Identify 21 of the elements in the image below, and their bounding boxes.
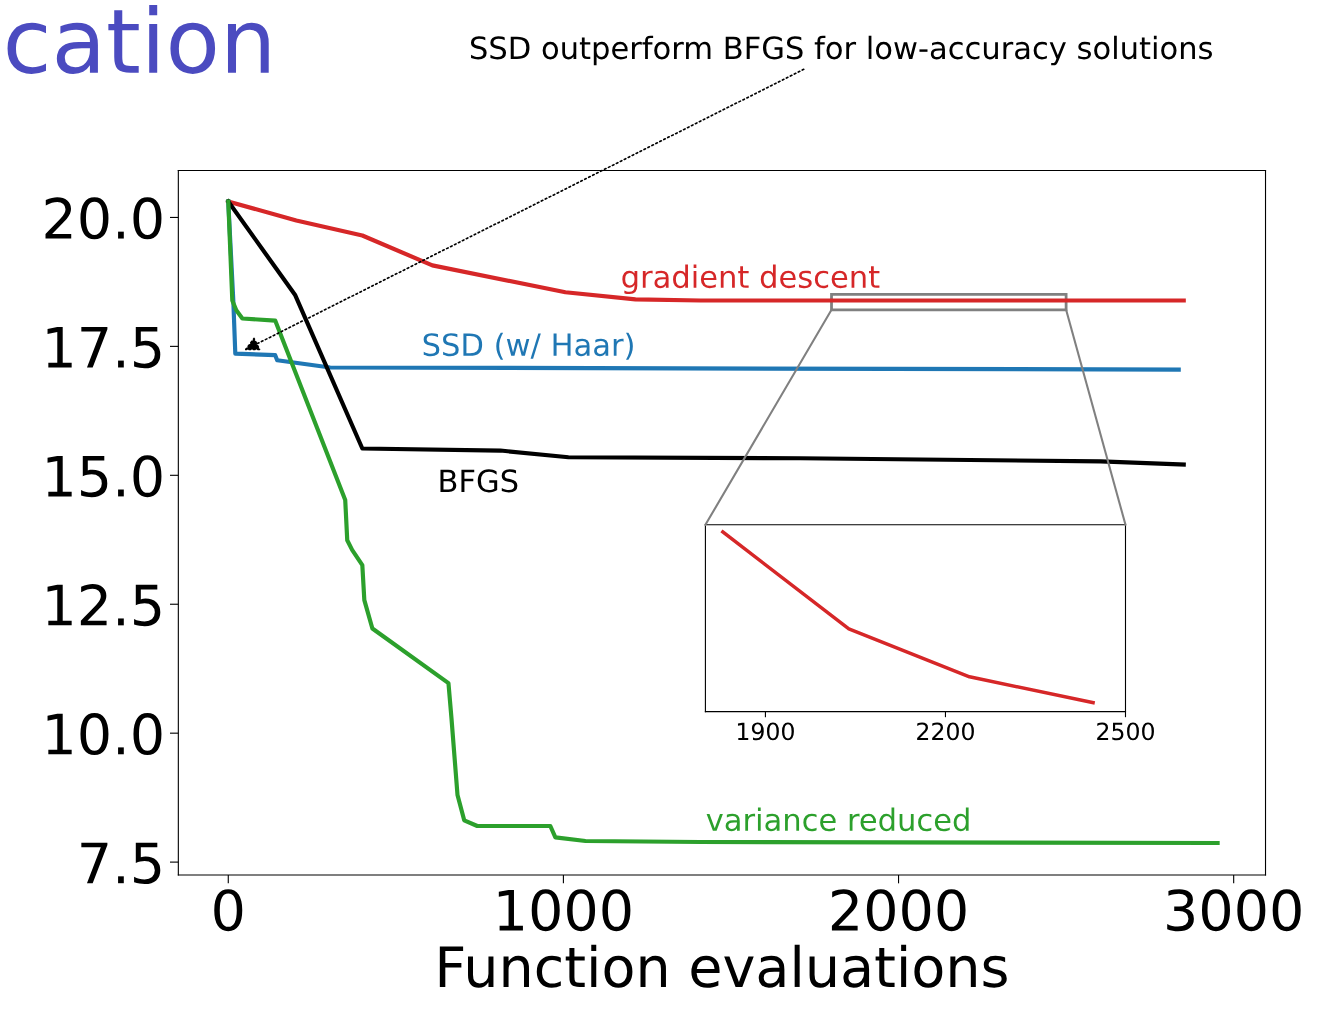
annotation: SSD outperform BFGS for low-accuracy solutions: [470, 35, 1212, 66]
series-label: variance reduced: [706, 807, 969, 832]
x-tick-label: 2500: [1097, 722, 1154, 741]
y-tick-label: 7.5: [81, 842, 161, 884]
chart-title: cation: [7, 5, 269, 74]
series-label: gradient descent: [622, 264, 880, 295]
y-tick-label: 15.0: [47, 455, 162, 498]
x-tick-label: 2000: [831, 889, 966, 932]
line-series: [226, 199, 1220, 846]
x-tick-label: 1000: [498, 889, 631, 932]
series-label: SSD (w/ Haar): [423, 332, 633, 360]
y-tick-label: 10.0: [47, 713, 162, 756]
x-tick-label: 1900: [737, 722, 794, 741]
y-tick-label: 20.0: [45, 197, 162, 240]
x-axis-title: Function evaluations: [439, 944, 1007, 988]
y-tick-label: 12.5: [47, 584, 161, 627]
x-tick-label: 0: [214, 889, 243, 932]
x-tick-label: 3000: [1167, 889, 1301, 932]
x-tick-label: 2200: [917, 722, 974, 741]
y-tick-label: 17.5: [47, 326, 161, 369]
series-label: BFGS: [440, 469, 518, 493]
